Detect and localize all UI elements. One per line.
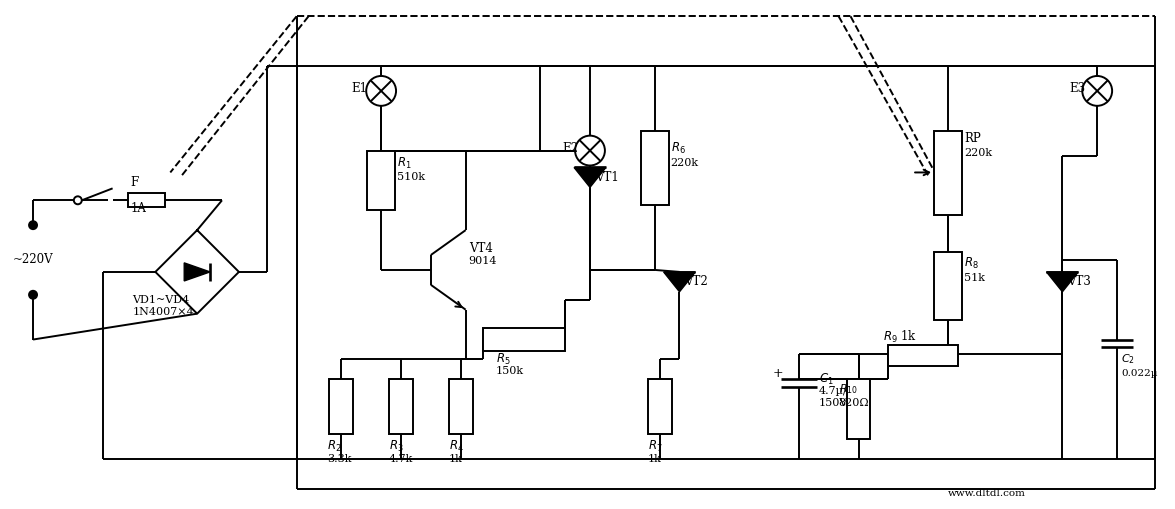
Bar <box>934 131 962 215</box>
Text: 220k: 220k <box>671 157 699 167</box>
Text: 1N4007×4: 1N4007×4 <box>133 307 194 317</box>
Text: 150V: 150V <box>819 398 848 408</box>
Circle shape <box>29 221 38 229</box>
Text: VT2: VT2 <box>685 275 709 289</box>
Text: $R_6$: $R_6$ <box>671 141 685 156</box>
Text: $C_2$: $C_2$ <box>1121 353 1135 366</box>
Text: +: + <box>773 367 784 380</box>
Text: $R_5$: $R_5$ <box>496 352 510 367</box>
Text: E2: E2 <box>562 142 578 155</box>
Bar <box>483 328 565 352</box>
Bar <box>449 379 472 434</box>
Bar <box>888 345 958 366</box>
Text: VT3: VT3 <box>1067 275 1092 289</box>
Text: $R_8$: $R_8$ <box>963 257 979 271</box>
Polygon shape <box>184 263 210 281</box>
Text: 0.022µ: 0.022µ <box>1121 369 1157 378</box>
Text: $R_1$: $R_1$ <box>397 156 411 171</box>
Text: $R_4$: $R_4$ <box>449 439 464 455</box>
Text: $R_9$ 1k: $R_9$ 1k <box>884 328 918 345</box>
Bar <box>934 252 962 320</box>
Text: 510k: 510k <box>397 173 425 182</box>
Text: RP: RP <box>963 132 981 145</box>
Text: www.dltdl.com: www.dltdl.com <box>948 489 1026 498</box>
Text: 220k: 220k <box>963 148 992 158</box>
Text: F: F <box>130 176 139 189</box>
Text: VD1~VD4: VD1~VD4 <box>133 295 189 305</box>
Polygon shape <box>1047 272 1079 292</box>
Text: $R_2$: $R_2$ <box>328 439 342 455</box>
Text: 1k: 1k <box>449 454 463 464</box>
Text: $R_3$: $R_3$ <box>389 439 404 455</box>
Text: $R_{10}$: $R_{10}$ <box>839 382 858 396</box>
Circle shape <box>575 136 605 165</box>
Text: 820Ω: 820Ω <box>839 398 870 408</box>
Bar <box>128 193 166 207</box>
Bar <box>640 131 669 205</box>
Polygon shape <box>575 167 606 187</box>
Text: E1: E1 <box>351 82 368 95</box>
Text: $C_1$: $C_1$ <box>819 372 833 387</box>
Text: 51k: 51k <box>963 273 985 283</box>
Bar <box>647 379 672 434</box>
Circle shape <box>29 291 38 299</box>
Text: VT1: VT1 <box>595 171 619 184</box>
Polygon shape <box>664 272 696 292</box>
Text: 9014: 9014 <box>469 256 497 266</box>
Text: 150k: 150k <box>496 366 524 376</box>
Text: ~220V: ~220V <box>13 253 54 267</box>
Text: E3: E3 <box>1069 82 1086 95</box>
Bar <box>846 379 871 439</box>
Bar <box>329 379 354 434</box>
Text: 1k: 1k <box>647 454 662 464</box>
Circle shape <box>74 196 82 204</box>
Bar <box>368 151 395 210</box>
Text: 3.3k: 3.3k <box>328 454 352 464</box>
Text: VT4: VT4 <box>469 242 492 254</box>
Circle shape <box>367 76 396 106</box>
Circle shape <box>1082 76 1112 106</box>
Bar <box>389 379 412 434</box>
Text: 4.7µ/: 4.7µ/ <box>819 386 847 396</box>
Text: 4.7k: 4.7k <box>389 454 414 464</box>
Text: 1A: 1A <box>130 202 147 215</box>
Text: $R_7$: $R_7$ <box>647 439 663 455</box>
